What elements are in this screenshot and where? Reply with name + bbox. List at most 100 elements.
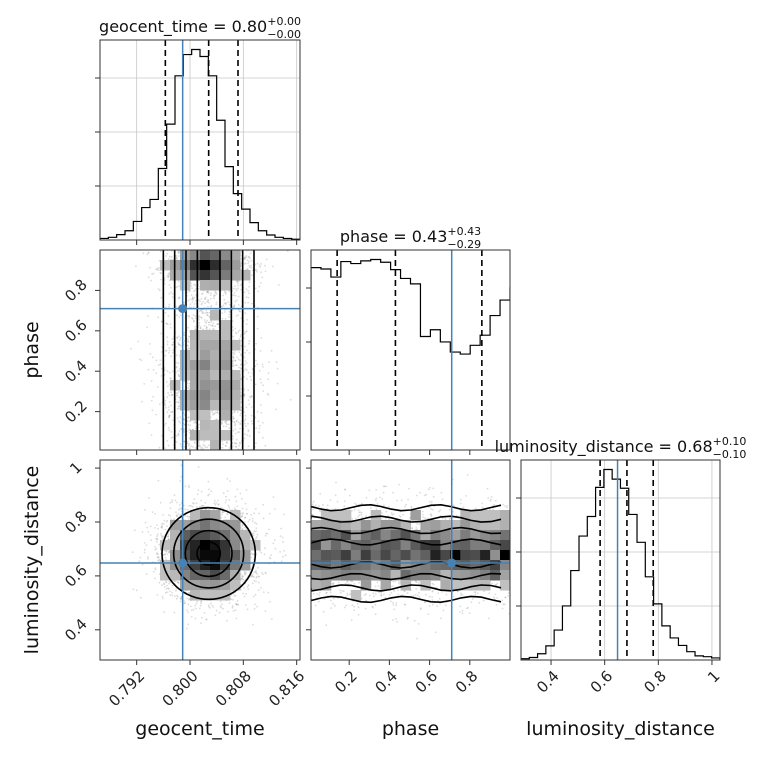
sample-point [240,354,243,357]
sample-point [221,454,223,456]
sample-point [251,553,254,556]
sample-point [244,351,247,354]
sample-point [169,255,171,258]
sample-point [193,303,196,305]
sample-point [243,363,246,366]
sample-point [255,508,257,510]
sample-point [206,291,209,293]
sample-point [191,296,194,299]
sample-point [221,446,224,449]
sample-point [225,425,228,428]
sample-point [166,336,169,339]
sample-point [160,332,163,335]
sample-point [179,336,182,339]
sample-point [188,484,190,487]
sample-point [236,419,238,422]
sample-point [245,330,248,333]
sample-point [237,284,239,287]
sample-point [199,327,202,329]
density-cell [210,390,221,401]
sample-point [209,297,212,300]
sample-point [246,512,249,515]
sample-point [220,423,223,426]
sample-point [164,447,167,449]
sample-point [193,296,196,299]
sample-point [161,525,164,528]
sample-point [240,288,243,291]
sample-point [188,437,191,440]
sample-point [162,535,165,538]
sample-point [267,372,270,375]
sample-point [237,421,240,424]
sample-point [159,271,162,274]
sample-point [226,441,228,443]
sample-point [244,262,247,265]
sample-point [258,424,261,427]
sample-point [147,315,149,317]
sample-point [206,291,209,293]
sample-point [167,258,170,260]
sample-point [246,318,249,321]
sample-point [244,516,247,519]
density-cell [210,360,221,371]
sample-point [242,575,245,578]
sample-point [214,294,216,297]
density-cell [230,380,241,391]
histogram-frame-luminosity_distance [520,459,721,661]
density-geocent_time-luminosity_distance [131,464,287,630]
sample-point [168,429,171,432]
sample-point [186,348,189,350]
sample-point [217,323,220,326]
sample-point [204,243,206,245]
density-cell [230,340,241,351]
sample-point [194,427,197,430]
sample-point [234,300,237,303]
sample-point [214,454,216,456]
sample-point [194,284,197,287]
sample-point [167,275,170,278]
sample-point [243,291,246,293]
sample-point [204,321,207,323]
sample-point [252,595,255,598]
sample-point [189,420,192,422]
sample-point [205,462,207,464]
sample-point [199,456,201,458]
sample-point [221,305,223,308]
sample-point [207,292,210,294]
sample-point [168,416,171,418]
sample-point [281,536,284,539]
sample-point [207,298,210,301]
sample-point [276,367,279,370]
sample-point [233,294,235,296]
sample-point [173,611,176,614]
sample-point [140,359,143,362]
sample-point [240,363,243,366]
sample-point [223,298,226,301]
sample-point [146,556,149,559]
sample-point [261,421,264,424]
sample-point [208,488,210,491]
sample-point [261,276,264,279]
density-cell [210,430,221,441]
sample-point [233,304,236,306]
sample-point [247,289,250,292]
density-cell [210,340,221,351]
sample-point [189,447,191,449]
sample-point [248,403,251,406]
sample-point [232,429,235,432]
density-cell [220,330,231,341]
sample-point [212,328,215,331]
sample-point [222,443,224,445]
density-cell [220,340,231,351]
sample-point [251,367,254,370]
sample-point [151,409,154,412]
sample-point [206,305,209,308]
x-tick-label: 0.6 [587,667,617,697]
sample-point [161,522,164,525]
sample-point [258,431,260,434]
sample-point [206,290,209,293]
sample-point [240,265,243,267]
sample-point [165,452,167,454]
sample-point [236,299,238,302]
sample-point [203,248,205,250]
